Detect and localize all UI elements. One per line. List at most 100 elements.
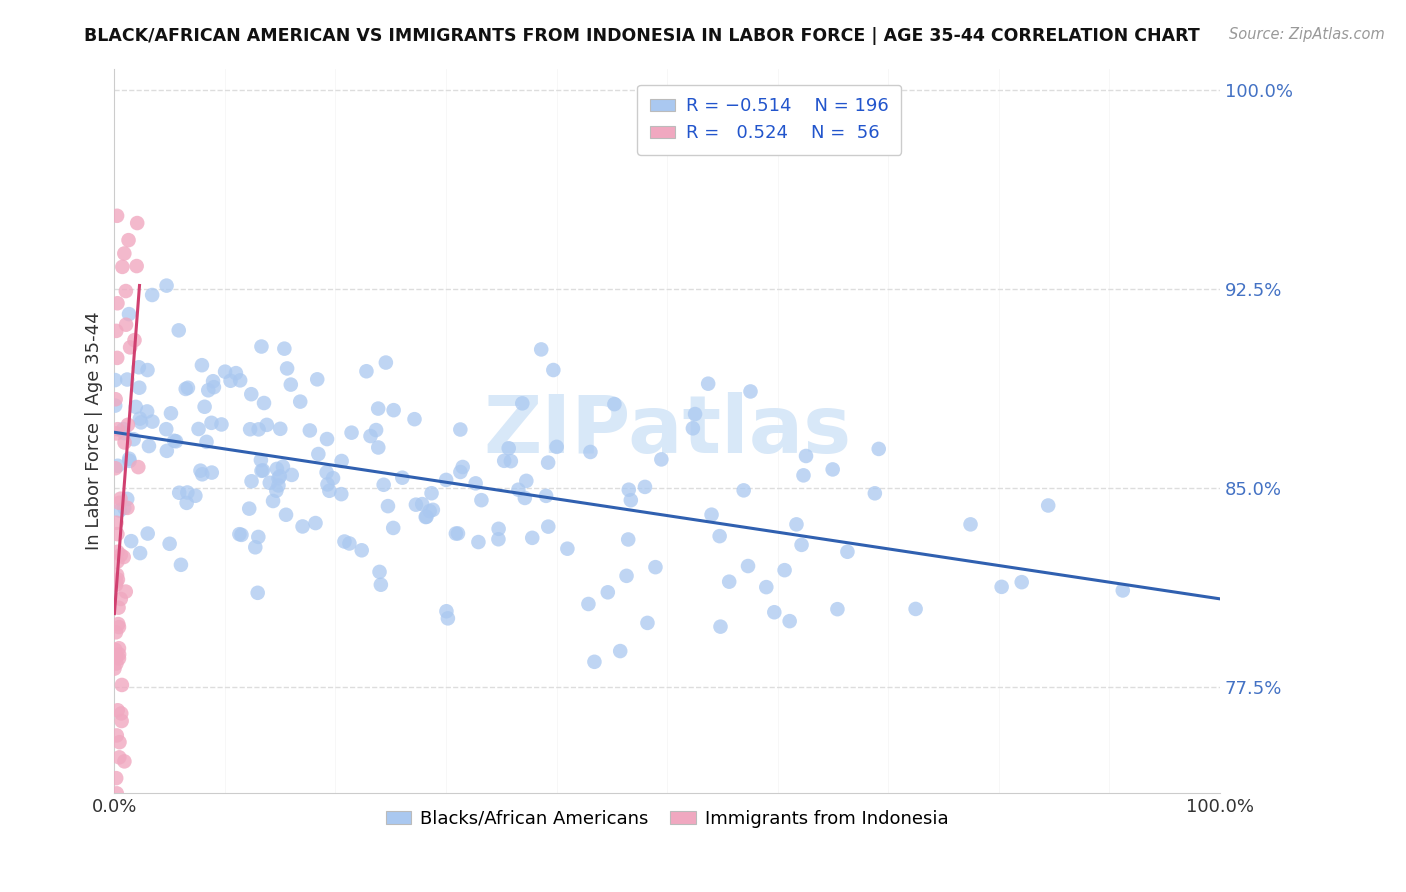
Point	[108, 648, 131, 662]
Point	[105, 209, 128, 223]
Point	[737, 559, 759, 574]
Point	[117, 417, 139, 432]
Point	[184, 489, 207, 503]
Point	[107, 617, 129, 632]
Point	[141, 415, 163, 429]
Point	[129, 416, 152, 430]
Point	[269, 469, 291, 483]
Point	[118, 454, 141, 468]
Point	[195, 434, 218, 449]
Point	[110, 706, 132, 721]
Point	[709, 529, 731, 543]
Point	[194, 400, 217, 414]
Point	[240, 387, 263, 401]
Point	[316, 432, 339, 446]
Point	[373, 477, 395, 491]
Point	[176, 496, 198, 510]
Point	[105, 728, 128, 742]
Point	[273, 342, 295, 356]
Point	[650, 452, 672, 467]
Point	[498, 441, 520, 455]
Point	[136, 404, 159, 418]
Point	[790, 538, 813, 552]
Point	[105, 786, 128, 800]
Point	[105, 771, 128, 785]
Point	[370, 578, 392, 592]
Point	[128, 360, 150, 375]
Point	[225, 366, 247, 380]
Point	[733, 483, 755, 498]
Point	[307, 447, 329, 461]
Point	[127, 460, 149, 475]
Point	[868, 442, 890, 456]
Point	[112, 500, 135, 515]
Point	[415, 510, 437, 524]
Point	[718, 574, 741, 589]
Point	[1038, 499, 1060, 513]
Point	[436, 604, 458, 618]
Point	[515, 474, 537, 488]
Point	[108, 503, 131, 517]
Point	[634, 480, 657, 494]
Point	[488, 522, 510, 536]
Point	[298, 424, 321, 438]
Point	[740, 384, 762, 399]
Point	[259, 475, 281, 490]
Text: BLACK/AFRICAN AMERICAN VS IMMIGRANTS FROM INDONESIA IN LABOR FORCE | AGE 35-44 C: BLACK/AFRICAN AMERICAN VS IMMIGRANTS FRO…	[84, 27, 1201, 45]
Point	[755, 580, 778, 594]
Point	[120, 340, 142, 354]
Point	[115, 491, 138, 506]
Point	[1112, 583, 1135, 598]
Point	[276, 361, 298, 376]
Point	[105, 351, 128, 365]
Point	[219, 374, 242, 388]
Point	[422, 503, 444, 517]
Point	[534, 489, 557, 503]
Point	[107, 458, 129, 473]
Legend: Blacks/African Americans, Immigrants from Indonesia: Blacks/African Americans, Immigrants fro…	[378, 803, 956, 835]
Point	[447, 526, 470, 541]
Point	[105, 324, 128, 338]
Point	[837, 545, 859, 559]
Point	[107, 545, 129, 559]
Point	[415, 509, 437, 524]
Point	[266, 483, 288, 498]
Point	[190, 464, 212, 478]
Point	[246, 586, 269, 600]
Point	[108, 735, 131, 749]
Point	[470, 493, 492, 508]
Point	[155, 422, 177, 436]
Point	[108, 641, 131, 656]
Point	[773, 563, 796, 577]
Point	[616, 569, 638, 583]
Point	[103, 662, 125, 676]
Point	[240, 475, 263, 489]
Point	[792, 468, 814, 483]
Point	[464, 476, 486, 491]
Point	[794, 449, 817, 463]
Point	[104, 399, 127, 413]
Point	[330, 487, 353, 501]
Point	[105, 568, 128, 582]
Point	[256, 417, 278, 432]
Point	[191, 467, 214, 482]
Point	[709, 620, 731, 634]
Point	[112, 425, 135, 440]
Point	[107, 573, 129, 587]
Point	[382, 521, 405, 535]
Point	[508, 483, 530, 497]
Point	[108, 651, 131, 665]
Point	[111, 714, 134, 728]
Point	[105, 516, 128, 530]
Point	[112, 422, 135, 436]
Point	[252, 463, 274, 477]
Point	[156, 443, 179, 458]
Point	[449, 465, 471, 479]
Point	[827, 602, 849, 616]
Point	[107, 422, 129, 436]
Point	[202, 374, 225, 388]
Point	[177, 381, 200, 395]
Point	[115, 318, 138, 332]
Point	[155, 278, 177, 293]
Point	[267, 471, 290, 485]
